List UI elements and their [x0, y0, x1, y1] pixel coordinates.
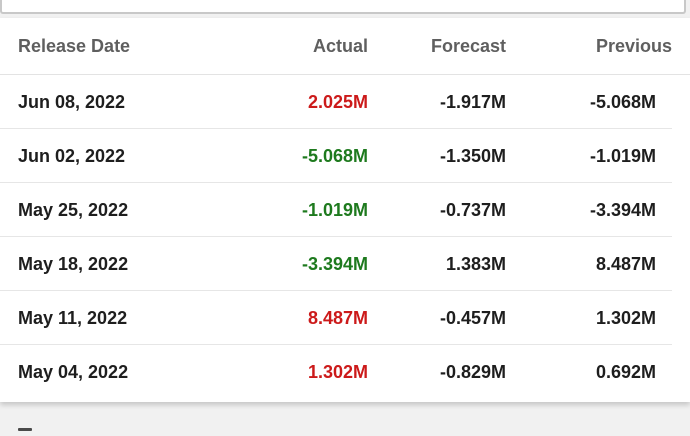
table-header-row: Release Date Actual Forecast Previous [0, 18, 690, 75]
header-previous[interactable]: Previous [595, 36, 672, 56]
previous-cell: 1.302M [595, 308, 656, 328]
row-divider [0, 128, 672, 129]
row-divider [0, 236, 672, 237]
header-forecast[interactable]: Forecast [430, 36, 506, 56]
previous-cell: -1.019M [589, 146, 656, 166]
top-card-edge [0, 0, 686, 14]
row-divider [0, 182, 672, 183]
table-row[interactable]: May 04, 2022 1.302M -0.829M 0.692M [0, 345, 690, 399]
forecast-cell: 1.383M [445, 254, 506, 274]
release-date-cell: May 25, 2022 [18, 200, 129, 220]
actual-cell: 1.302M [307, 362, 368, 382]
previous-cell: -5.068M [589, 92, 656, 112]
previous-cell: 0.692M [595, 362, 656, 382]
actual-cell: -5.068M [301, 146, 368, 166]
table-row[interactable]: May 11, 2022 8.487M -0.457M 1.302M [0, 291, 690, 345]
table-row[interactable]: Jun 08, 2022 2.025M -1.917M -5.068M [0, 75, 690, 129]
next-section-peek [18, 428, 32, 431]
previous-cell: 8.487M [595, 254, 656, 274]
forecast-cell: -0.457M [439, 308, 506, 328]
row-divider [0, 290, 672, 291]
economic-history-table: Release Date Actual Forecast Previous Ju… [0, 18, 690, 402]
release-date-cell: May 04, 2022 [18, 362, 129, 382]
forecast-cell: -0.829M [439, 362, 506, 382]
actual-cell: -3.394M [301, 254, 368, 274]
release-date-cell: May 11, 2022 [18, 308, 128, 328]
forecast-cell: -0.737M [439, 200, 506, 220]
header-release-date[interactable]: Release Date [18, 36, 131, 56]
actual-cell: -1.019M [301, 200, 368, 220]
header-actual[interactable]: Actual [312, 36, 368, 56]
forecast-cell: -1.917M [439, 92, 506, 112]
release-date-cell: Jun 02, 2022 [18, 146, 126, 166]
row-divider [0, 344, 672, 345]
previous-cell: -3.394M [589, 200, 656, 220]
forecast-cell: -1.350M [439, 146, 506, 166]
release-date-cell: May 18, 2022 [18, 254, 129, 274]
table-row[interactable]: May 25, 2022 -1.019M -0.737M -3.394M [0, 183, 690, 237]
actual-cell: 8.487M [307, 308, 368, 328]
table-row[interactable]: May 18, 2022 -3.394M 1.383M 8.487M [0, 237, 690, 291]
actual-cell: 2.025M [307, 92, 368, 112]
table-row[interactable]: Jun 02, 2022 -5.068M -1.350M -1.019M [0, 129, 690, 183]
release-date-cell: Jun 08, 2022 [18, 92, 126, 112]
